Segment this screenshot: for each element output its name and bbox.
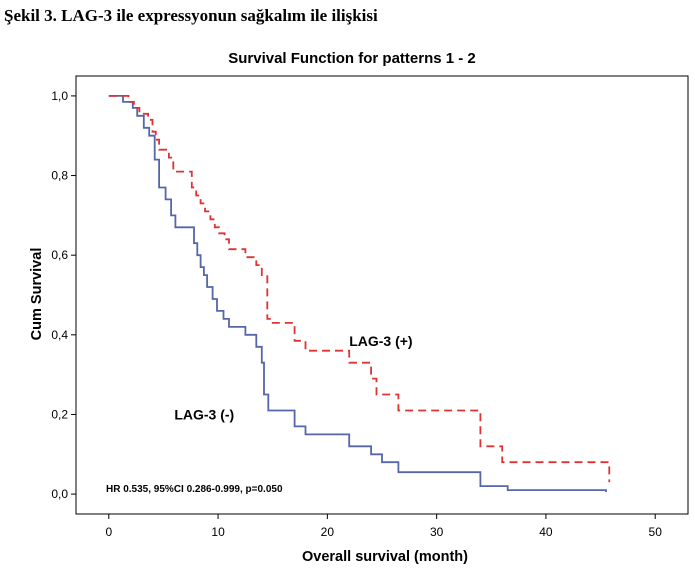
x-tick-label: 10 — [211, 525, 225, 539]
x-tick-label: 30 — [430, 525, 444, 539]
chart-title: Survival Function for patterns 1 - 2 — [228, 50, 476, 67]
hazard-ratio-note: HR 0.535, 95%CI 0.286-0.999, p=0.050 — [106, 484, 283, 495]
survival-curves — [108, 95, 611, 493]
survival-curve-series-1 — [108, 95, 607, 493]
x-tick-label: 50 — [649, 525, 663, 539]
y-tick-label: 0,2 — [51, 407, 68, 421]
y-tick-label: 1,0 — [51, 89, 68, 103]
y-tick-label: 0,0 — [51, 487, 68, 501]
y-tick-label: 0,6 — [51, 248, 68, 262]
curve-labels: LAG-3 (-) LAG-3 (+) — [174, 333, 412, 423]
x-axis-title: Overall survival (month) — [302, 549, 468, 565]
y-axis-title: Cum Survival — [29, 248, 45, 341]
y-tick-label: 0,4 — [51, 328, 68, 342]
figure-heading: Şekil 3. LAG-3 ile expressyonun sağkalım… — [4, 6, 378, 25]
x-axis: 0 10 20 30 40 50 — [105, 514, 662, 539]
x-tick-label: 0 — [105, 525, 112, 539]
x-tick-label: 40 — [539, 525, 553, 539]
curve-label-series-2: LAG-3 (+) — [349, 333, 412, 349]
plot-frame — [75, 75, 689, 515]
y-axis: 0,0 0,2 0,4 0,6 0,8 1,0 — [51, 89, 76, 501]
curve-label-series-1: LAG-3 (-) — [174, 406, 234, 422]
y-tick-label: 0,8 — [51, 169, 68, 183]
x-tick-label: 20 — [321, 525, 335, 539]
survival-curve-series-2 — [108, 95, 611, 483]
